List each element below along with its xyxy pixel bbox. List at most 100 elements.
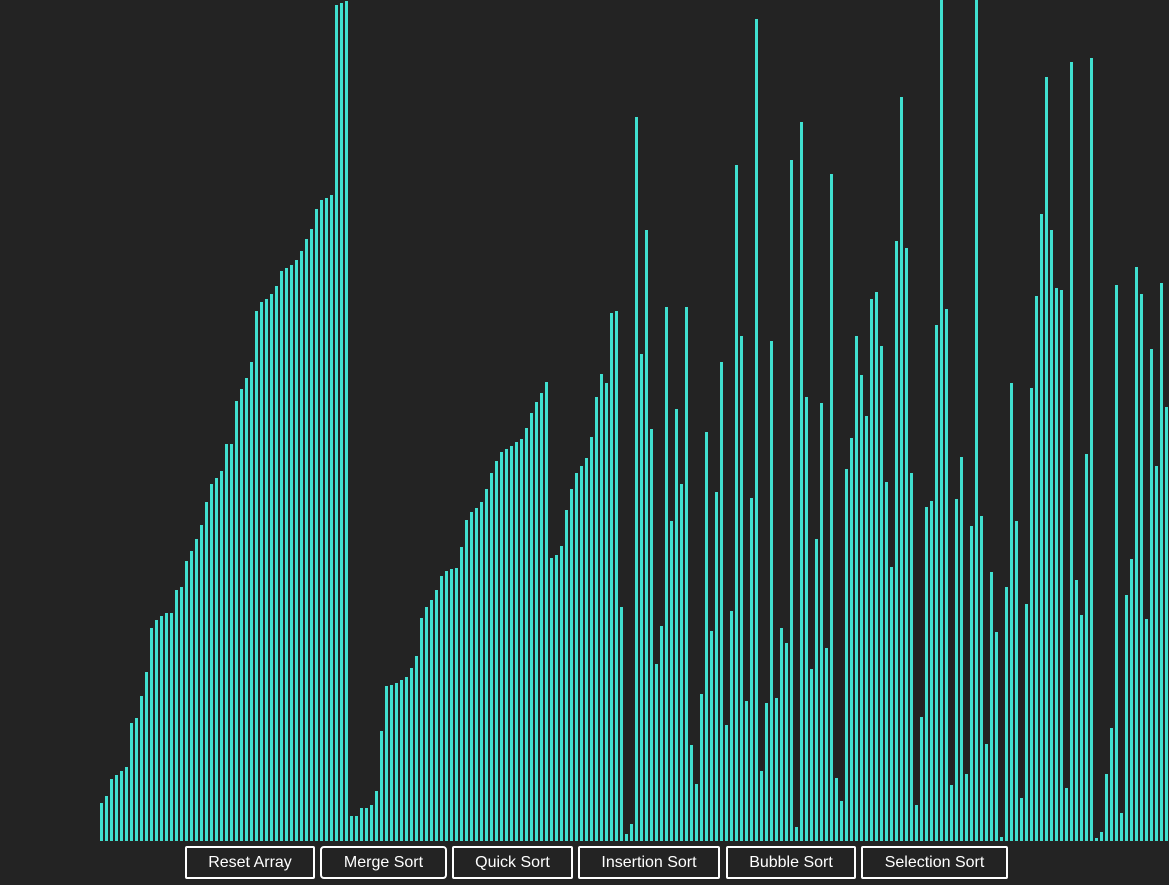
quick-sort-button[interactable]: Quick Sort [452,846,573,879]
array-bar [520,439,523,841]
array-bar [700,694,703,841]
array-bar [995,632,998,841]
array-bar [565,510,568,841]
array-bar [1090,58,1093,841]
array-bar [1010,383,1013,841]
array-bar [870,299,873,841]
array-bar [125,767,128,841]
array-bar [445,571,448,841]
array-bar [1125,595,1128,841]
array-bar [770,341,773,841]
array-bar [345,1,348,841]
array-bar [855,336,858,841]
array-bar [725,725,728,841]
array-bar [735,165,738,841]
array-bar [560,546,563,841]
array-bar [235,401,238,841]
array-bar [255,311,258,841]
array-bar [275,286,278,841]
array-bar [680,484,683,841]
array-bar [685,307,688,841]
array-bar [1020,798,1023,841]
array-bar [245,378,248,841]
array-bar [935,325,938,841]
array-bar [540,393,543,841]
array-bar [670,521,673,841]
array-bar [965,774,968,841]
array-bar [825,648,828,841]
array-bar [1055,288,1058,841]
array-bar [1150,349,1153,841]
array-bar [765,703,768,841]
array-bar [420,618,423,841]
insertion-sort-button[interactable]: Insertion Sort [578,846,720,879]
array-bar [180,587,183,841]
array-bar [265,299,268,841]
array-bar [465,520,468,841]
array-bar [845,469,848,841]
array-bar [440,576,443,841]
array-bar [310,229,313,841]
array-bar [745,701,748,841]
array-bar [980,516,983,841]
selection-sort-button[interactable]: Selection Sort [861,846,1008,879]
array-bar [380,731,383,841]
array-bar [200,525,203,841]
array-bar [370,805,373,841]
array-bars-container [100,0,1168,841]
array-bar [135,718,138,841]
array-bar [930,501,933,841]
array-bar [175,590,178,841]
array-bar [600,374,603,841]
array-bar [325,198,328,841]
array-bar [620,607,623,841]
array-bar [790,160,793,841]
array-bar [185,561,188,841]
array-bar [750,498,753,841]
merge-sort-button[interactable]: Merge Sort [320,846,447,879]
bubble-sort-button[interactable]: Bubble Sort [726,846,856,879]
array-bar [405,677,408,841]
array-bar [950,785,953,841]
reset-array-button[interactable]: Reset Array [185,846,315,879]
array-bar [1070,62,1073,841]
array-bar [665,307,668,841]
array-bar [455,568,458,841]
array-bar [1025,604,1028,841]
array-bar [800,122,803,841]
array-bar [1145,619,1148,841]
array-bar [550,558,553,841]
array-bar [605,383,608,841]
array-bar [985,744,988,841]
array-bar [165,613,168,841]
array-bar [270,294,273,841]
array-bar [775,698,778,841]
array-bar [435,590,438,841]
array-bar [225,444,228,841]
array-bar [390,685,393,841]
array-bar [945,309,948,841]
array-bar [710,631,713,841]
array-bar [835,778,838,841]
array-bar [1050,230,1053,841]
array-bar [535,402,538,841]
array-bar [480,502,483,841]
array-bar [1045,77,1048,841]
array-bar [495,461,498,841]
array-bar [1005,587,1008,841]
array-bar [490,473,493,841]
array-bar [280,271,283,841]
array-bar [905,248,908,841]
array-bar [375,791,378,841]
array-bar [575,473,578,841]
array-bar [705,432,708,841]
array-bar [170,613,173,841]
array-bar [815,539,818,841]
array-bar [415,656,418,841]
array-bar [690,745,693,841]
array-bar [830,174,833,841]
array-bar [355,816,358,841]
array-bar [250,362,253,841]
array-bar [1100,832,1103,841]
array-bar [360,808,363,841]
